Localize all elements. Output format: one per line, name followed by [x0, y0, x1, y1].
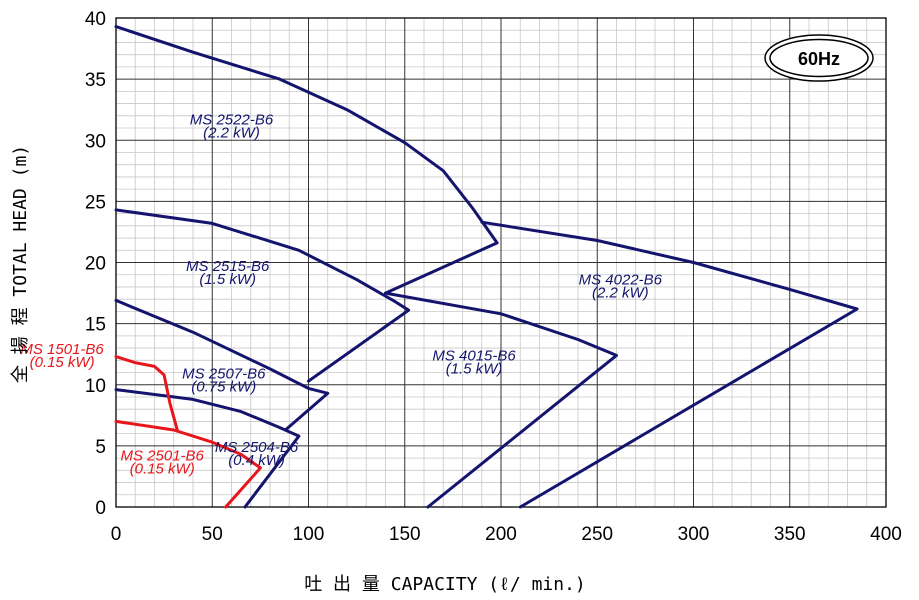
curve-label-ms-2522-b6: MS 2522-B6 [190, 111, 274, 128]
y-tick-label: 35 [85, 70, 106, 91]
curve-power-ms-4022-b6: (2.2 kW) [592, 285, 649, 302]
curve-ms-4022-b6 [480, 220, 859, 509]
curve-ms-2504-b6 [114, 388, 301, 509]
x-tick-label: 400 [870, 524, 902, 545]
y-tick-label: 25 [85, 192, 106, 213]
curve-ms-2501-b6 [114, 419, 262, 509]
x-tick-label: 250 [581, 524, 613, 545]
x-tick-label: 50 [202, 524, 223, 545]
curve-labels: MS 2522-B6(2.2 kW)MS 2515-B6(1.5 kW)MS 2… [20, 111, 662, 477]
plot-frame [115, 17, 887, 508]
curve-ms-2507-b6 [114, 298, 330, 432]
curve-ms-2515-b6 [114, 208, 411, 383]
x-tick-label: 300 [678, 524, 710, 545]
y-tick-label: 10 [85, 376, 106, 397]
curve-power-ms-2515-b6: (1.5 kW) [199, 271, 256, 288]
x-tick-label: 150 [389, 524, 421, 545]
curve-label-ms-1501-b6: MS 1501-B6 [20, 341, 104, 358]
y-tick-label: 0 [95, 498, 106, 519]
x-tick-label: 0 [111, 524, 122, 545]
curve-power-ms-1501-b6: (0.15 kW) [30, 354, 95, 371]
x-tick-label: 350 [774, 524, 806, 545]
curve-label-ms-4022-b6: MS 4022-B6 [579, 272, 663, 289]
curve-power-ms-2501-b6: (0.15 kW) [130, 461, 195, 478]
x-axis-label: 吐 出 量 CAPACITY (ℓ/ min.) [304, 574, 586, 595]
y-tick-label: 20 [85, 254, 106, 275]
curve-power-ms-2507-b6: (0.75 kW) [191, 379, 256, 396]
y-tick-label: 5 [95, 437, 106, 458]
y-tick-label: 40 [85, 9, 106, 30]
frequency-badge: 60Hz [764, 34, 874, 82]
performance-curves [114, 25, 859, 509]
curve-ms-1501-b6 [114, 355, 180, 433]
curve-label-ms-4015-b6: MS 4015-B6 [432, 347, 516, 364]
curve-label-ms-2507-b6: MS 2507-B6 [182, 366, 266, 383]
curve-label-ms-2504-b6: MS 2504-B6 [215, 439, 299, 456]
x-tick-label: 200 [485, 524, 517, 545]
frequency-badge-text: 60Hz [798, 49, 840, 69]
curve-ms-2522-b6 [114, 25, 499, 295]
curve-label-ms-2501-b6: MS 2501-B6 [121, 448, 205, 465]
curve-power-ms-2522-b6: (2.2 kW) [203, 124, 260, 141]
tick-labels: 0 50 100 150 200 250 300 350 400 0 5 10 15 20 25 30 35 40 [85, 9, 902, 545]
y-tick-label: 30 [85, 131, 106, 152]
x-tick-label: 100 [293, 524, 325, 545]
curve-label-ms-2515-b6: MS 2515-B6 [186, 258, 270, 275]
curve-power-ms-2504-b6: (0.4 kW) [228, 452, 285, 469]
y-axis-label: 全 揚 程 TOTAL HEAD (m) [10, 145, 31, 383]
curve-power-ms-4015-b6: (1.5 kW) [446, 360, 503, 377]
y-tick-label: 15 [85, 315, 106, 336]
curve-ms-4015-b6 [384, 291, 618, 509]
